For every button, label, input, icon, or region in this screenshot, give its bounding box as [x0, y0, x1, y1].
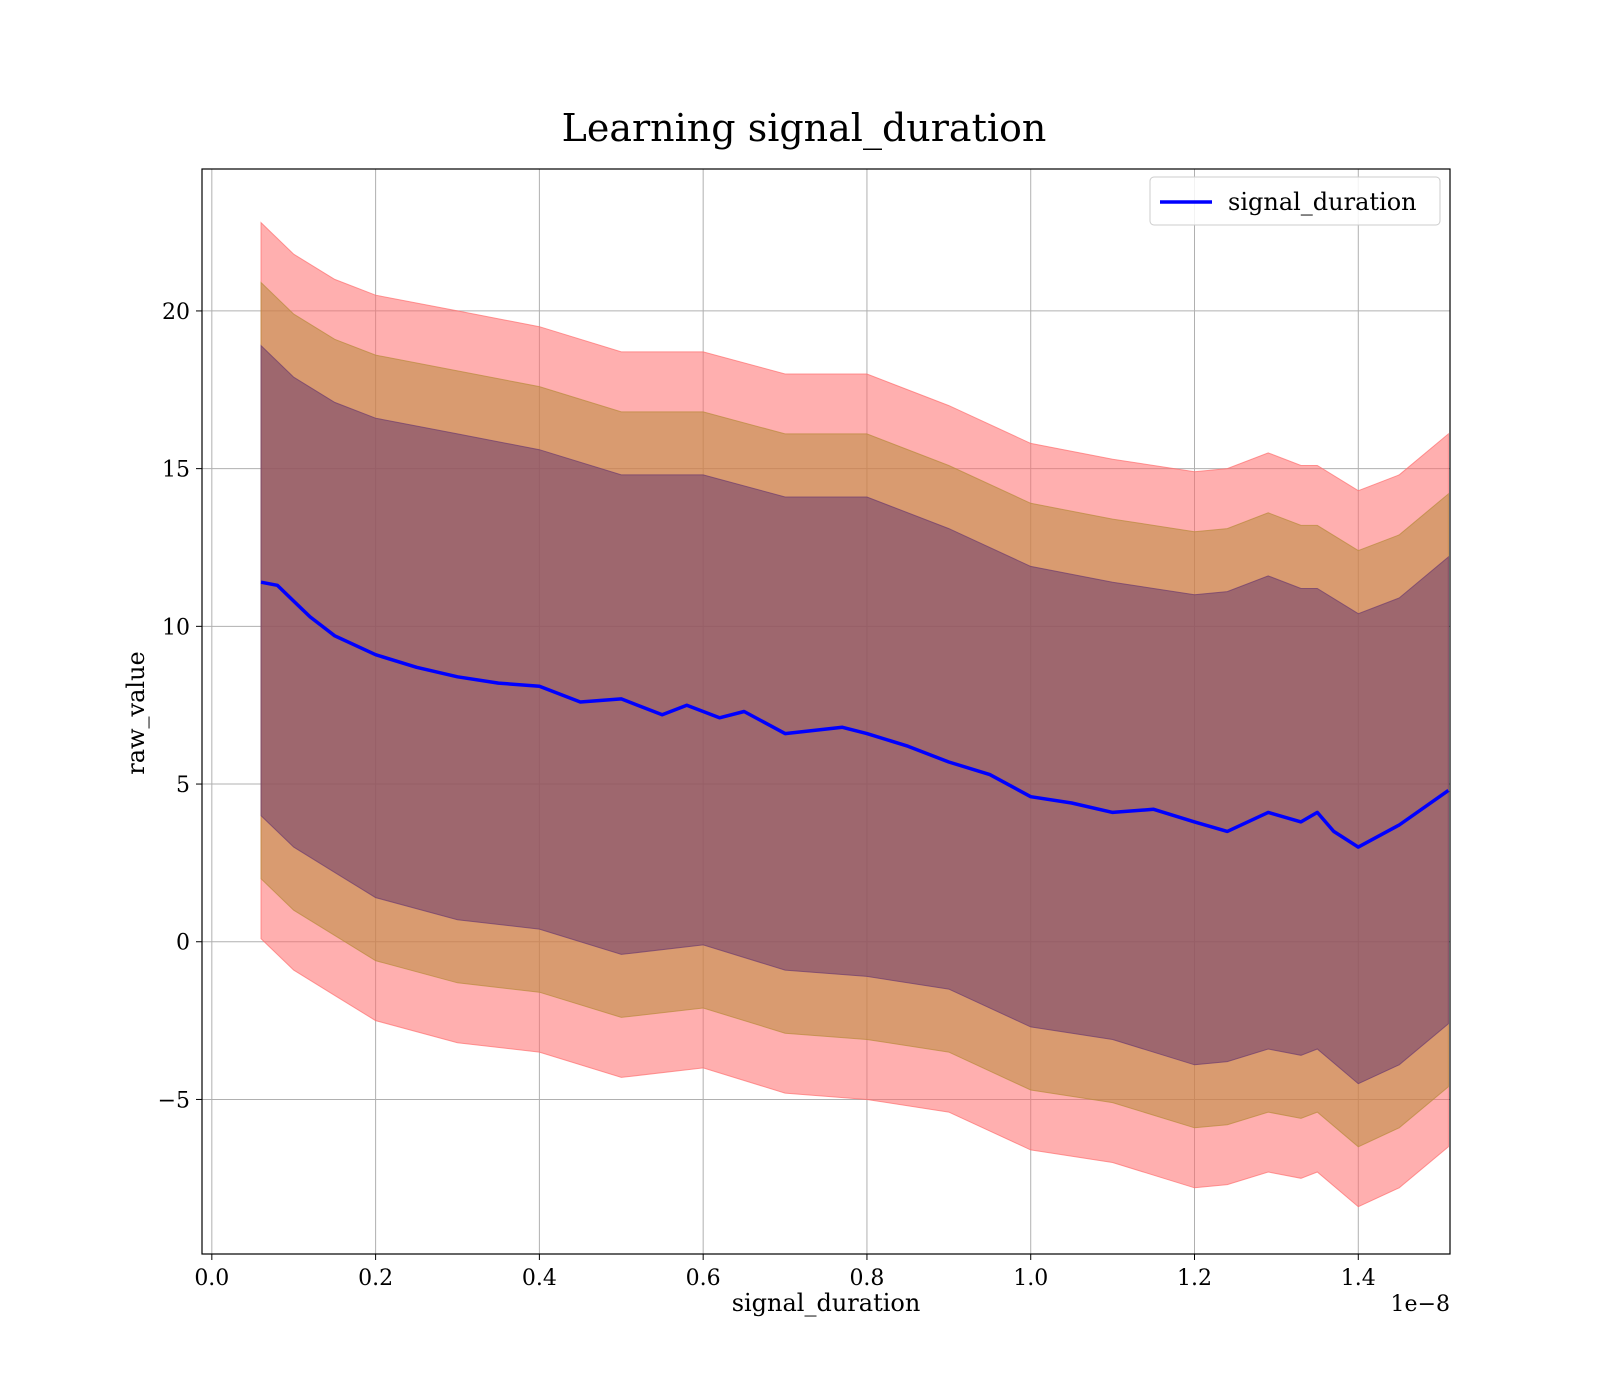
x-tick-label: 0.6	[686, 1266, 721, 1291]
y-tick-label: 20	[162, 300, 190, 325]
x-offset-text: 1e−8	[1391, 1292, 1450, 1317]
series-line-signal-duration	[260, 580, 1450, 849]
x-axis-label: signal_duration	[732, 1289, 921, 1317]
y-tick-label: 0	[176, 931, 190, 956]
y-ticks: −5 0 5 10 15 20	[158, 300, 202, 1113]
x-ticks: 0.0 0.2 0.4 0.6 0.8 1.0 1.2 1.4	[194, 1254, 1376, 1291]
x-tick-label: 1.2	[1177, 1266, 1212, 1291]
x-tick-label: 0.2	[358, 1266, 393, 1291]
x-tick-label: 0.0	[194, 1266, 229, 1291]
legend-label-signal-duration: signal_duration	[1228, 188, 1417, 216]
series-lines	[260, 580, 1450, 849]
plot-frame	[201, 168, 1451, 1255]
y-tick-label: 5	[176, 773, 190, 798]
x-tick-label: 0.4	[522, 1266, 557, 1291]
x-tick-label: 0.8	[849, 1266, 884, 1291]
x-tick-label: 1.4	[1341, 1266, 1376, 1291]
legend-box	[1149, 176, 1441, 226]
std-band-3	[260, 344, 1449, 1085]
y-tick-label: −5	[158, 1088, 190, 1113]
x-tick-label: 1.0	[1013, 1266, 1048, 1291]
y-tick-label: 10	[162, 615, 190, 640]
y-tick-label: 15	[162, 458, 190, 483]
y-axis-label: raw_value	[122, 651, 150, 775]
std-bands	[260, 221, 1449, 1208]
chart-title: Learning signal_duration	[562, 106, 1047, 151]
legend: signal_duration	[1149, 176, 1441, 226]
